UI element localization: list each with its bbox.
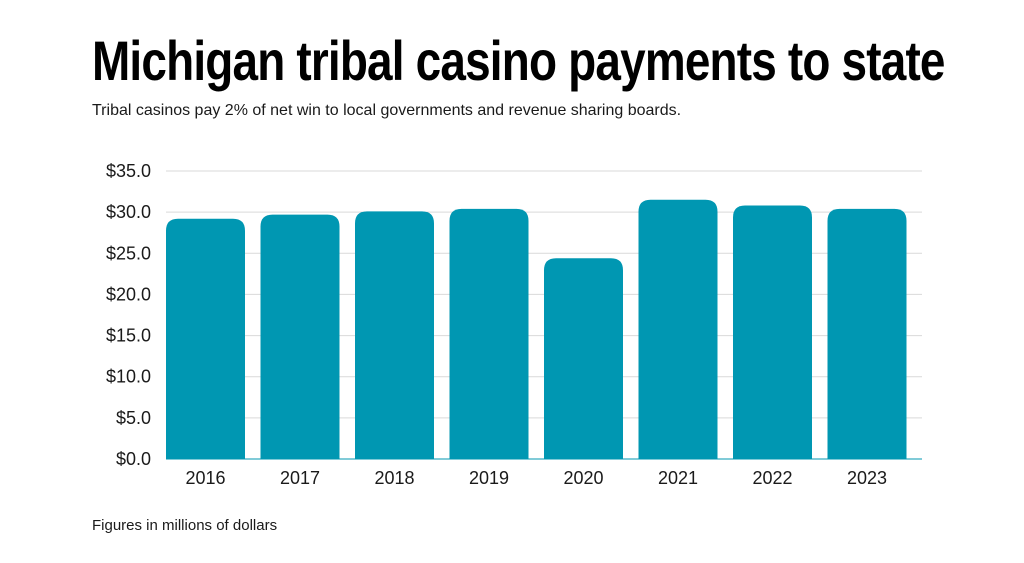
y-tick-label: $25.0 xyxy=(106,243,151,263)
y-tick-label: $30.0 xyxy=(106,202,151,222)
x-tick-label: 2021 xyxy=(658,468,698,488)
bar-2022 xyxy=(733,205,812,459)
x-tick-label: 2020 xyxy=(563,468,603,488)
y-tick-label: $15.0 xyxy=(106,326,151,346)
x-tick-label: 2016 xyxy=(185,468,225,488)
y-tick-label: $10.0 xyxy=(106,367,151,387)
bars xyxy=(166,199,922,460)
chart-title: Michigan tribal casino payments to state xyxy=(92,29,945,92)
bar-2016 xyxy=(166,218,245,459)
footnote: Figures in millions of dollars xyxy=(92,517,278,534)
y-axis-tick-labels: $0.0 $5.0 $10.0 $15.0 $20.0 $25.0 $30.0 $35.0 xyxy=(106,161,151,469)
chart-subtitle: Tribal casinos pay 2% of net win to loca… xyxy=(92,102,682,119)
x-tick-label: 2017 xyxy=(280,468,320,488)
bar-2017 xyxy=(260,214,340,459)
y-tick-label: $0.0 xyxy=(116,449,151,469)
y-tick-label: $20.0 xyxy=(106,284,151,304)
bar-2019 xyxy=(449,208,529,459)
bar-2020 xyxy=(544,258,623,459)
y-tick-label: $5.0 xyxy=(116,408,151,428)
bar-2023 xyxy=(827,208,907,459)
x-tick-label: 2018 xyxy=(374,468,414,488)
x-axis-tick-labels: 2016 2017 2018 2019 2020 2021 2022 2023 xyxy=(185,468,887,488)
x-tick-label: 2023 xyxy=(847,468,887,488)
y-tick-label: $35.0 xyxy=(106,161,151,181)
bar-2018 xyxy=(355,211,434,459)
x-tick-label: 2022 xyxy=(752,468,792,488)
x-tick-label: 2019 xyxy=(469,468,509,488)
bar-2021 xyxy=(638,199,718,460)
